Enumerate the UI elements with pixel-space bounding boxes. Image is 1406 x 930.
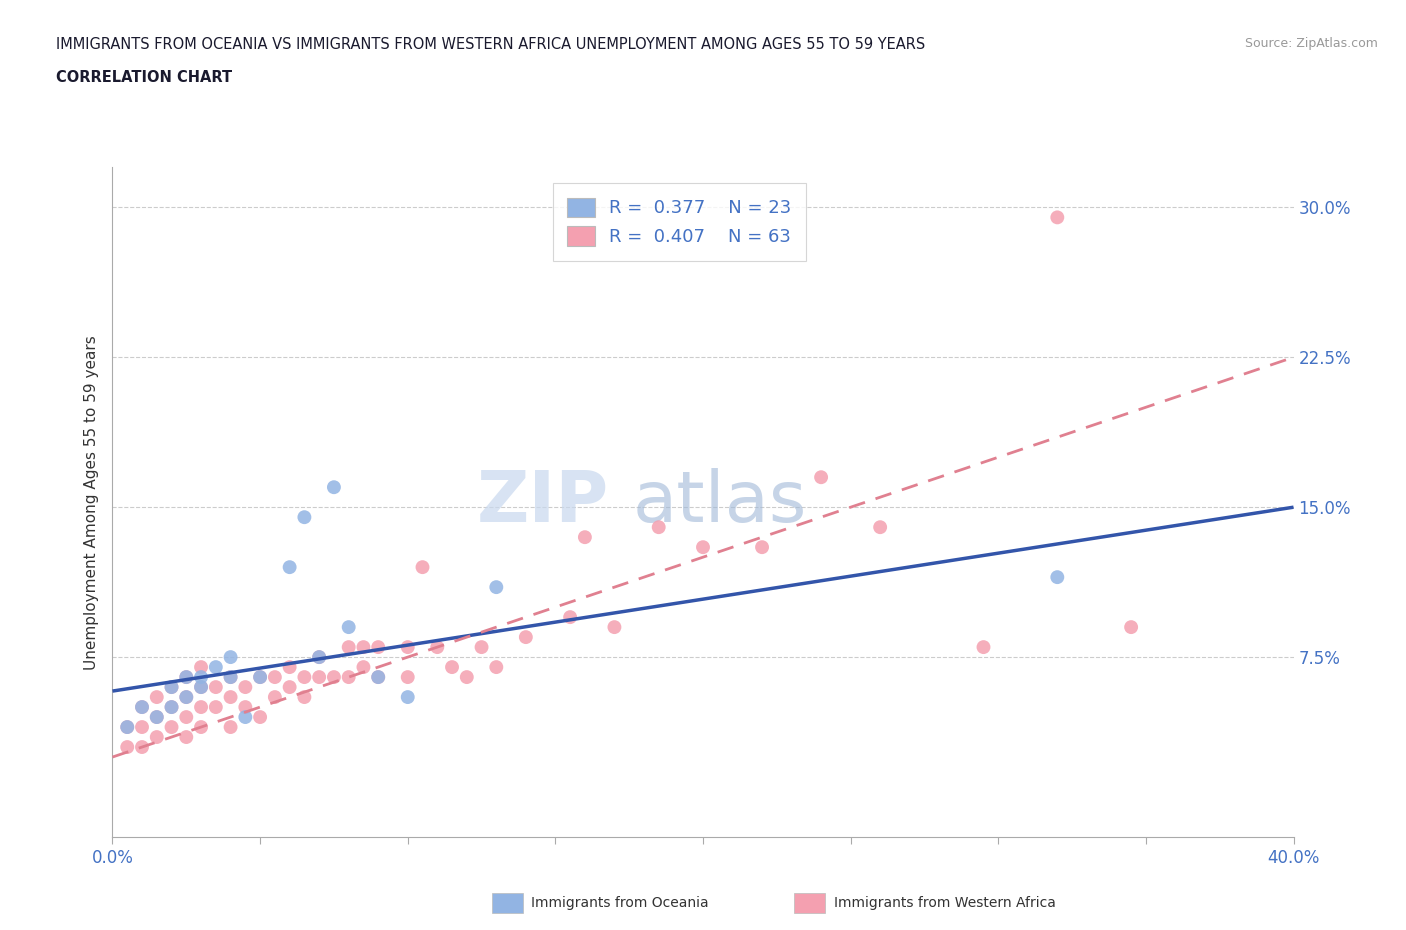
Point — [411, 560, 433, 575]
Point — [219, 670, 242, 684]
Text: Source: ZipAtlas.com: Source: ZipAtlas.com — [1244, 37, 1378, 50]
FancyBboxPatch shape — [492, 893, 523, 913]
Text: Immigrants from Oceania: Immigrants from Oceania — [531, 896, 709, 910]
Point — [323, 670, 346, 684]
Point — [603, 619, 626, 634]
Point — [308, 650, 330, 665]
Point — [308, 650, 330, 665]
Point — [292, 690, 315, 705]
Point — [367, 640, 389, 655]
Y-axis label: Unemployment Among Ages 55 to 59 years: Unemployment Among Ages 55 to 59 years — [83, 335, 98, 670]
Point — [308, 670, 330, 684]
Point — [174, 670, 197, 684]
Point — [1046, 570, 1069, 585]
Point — [751, 539, 773, 554]
Point — [174, 670, 197, 684]
Point — [131, 699, 153, 714]
Point — [190, 680, 212, 695]
Point — [810, 470, 832, 485]
Point — [190, 720, 212, 735]
Point — [174, 710, 197, 724]
Point — [692, 539, 714, 554]
Point — [233, 699, 256, 714]
Point — [146, 690, 169, 705]
Point — [160, 680, 183, 695]
Point — [456, 670, 478, 684]
Point — [160, 699, 183, 714]
Point — [190, 670, 212, 684]
Point — [515, 630, 537, 644]
Point — [973, 640, 995, 655]
Point — [205, 659, 228, 674]
Point — [160, 699, 183, 714]
Point — [396, 690, 419, 705]
Point — [160, 720, 183, 735]
Point — [485, 579, 508, 594]
Point — [352, 659, 374, 674]
Point — [278, 680, 301, 695]
Point — [174, 730, 197, 745]
Point — [396, 670, 419, 684]
Legend: R =  0.377    N = 23, R =  0.407    N = 63: R = 0.377 N = 23, R = 0.407 N = 63 — [553, 183, 806, 260]
Point — [470, 640, 494, 655]
Point — [233, 710, 256, 724]
Point — [558, 610, 582, 625]
Point — [441, 659, 464, 674]
Point — [233, 680, 256, 695]
FancyBboxPatch shape — [794, 893, 825, 913]
Text: CORRELATION CHART: CORRELATION CHART — [56, 70, 232, 85]
Text: IMMIGRANTS FROM OCEANIA VS IMMIGRANTS FROM WESTERN AFRICA UNEMPLOYMENT AMONG AGE: IMMIGRANTS FROM OCEANIA VS IMMIGRANTS FR… — [56, 37, 925, 52]
Point — [337, 640, 360, 655]
Point — [146, 730, 169, 745]
Point — [367, 670, 389, 684]
Text: Immigrants from Western Africa: Immigrants from Western Africa — [834, 896, 1056, 910]
Point — [117, 739, 138, 754]
Point — [190, 699, 212, 714]
Point — [146, 710, 169, 724]
Point — [396, 640, 419, 655]
Point — [367, 670, 389, 684]
Point — [190, 680, 212, 695]
Point — [485, 659, 508, 674]
Point — [249, 710, 271, 724]
Point — [278, 659, 301, 674]
Point — [219, 650, 242, 665]
Point — [190, 659, 212, 674]
Point — [131, 739, 153, 754]
Point — [278, 560, 301, 575]
Point — [1046, 210, 1069, 225]
Point — [219, 670, 242, 684]
Point — [249, 670, 271, 684]
Point — [264, 670, 287, 684]
Point — [131, 699, 153, 714]
Point — [574, 530, 596, 545]
Point — [352, 640, 374, 655]
Point — [323, 480, 346, 495]
Point — [869, 520, 891, 535]
Point — [219, 690, 242, 705]
Point — [219, 720, 242, 735]
Point — [160, 680, 183, 695]
Point — [647, 520, 671, 535]
Point — [1119, 619, 1142, 634]
Point — [249, 670, 271, 684]
Point — [264, 690, 287, 705]
Point — [426, 640, 449, 655]
Point — [117, 720, 138, 735]
Point — [131, 720, 153, 735]
Point — [337, 670, 360, 684]
Point — [205, 680, 228, 695]
Point — [174, 690, 197, 705]
Point — [205, 699, 228, 714]
Point — [337, 619, 360, 634]
Text: atlas: atlas — [633, 468, 807, 537]
Point — [174, 690, 197, 705]
Point — [146, 710, 169, 724]
Point — [117, 720, 138, 735]
Point — [292, 510, 315, 525]
Text: ZIP: ZIP — [477, 468, 609, 537]
Point — [292, 670, 315, 684]
